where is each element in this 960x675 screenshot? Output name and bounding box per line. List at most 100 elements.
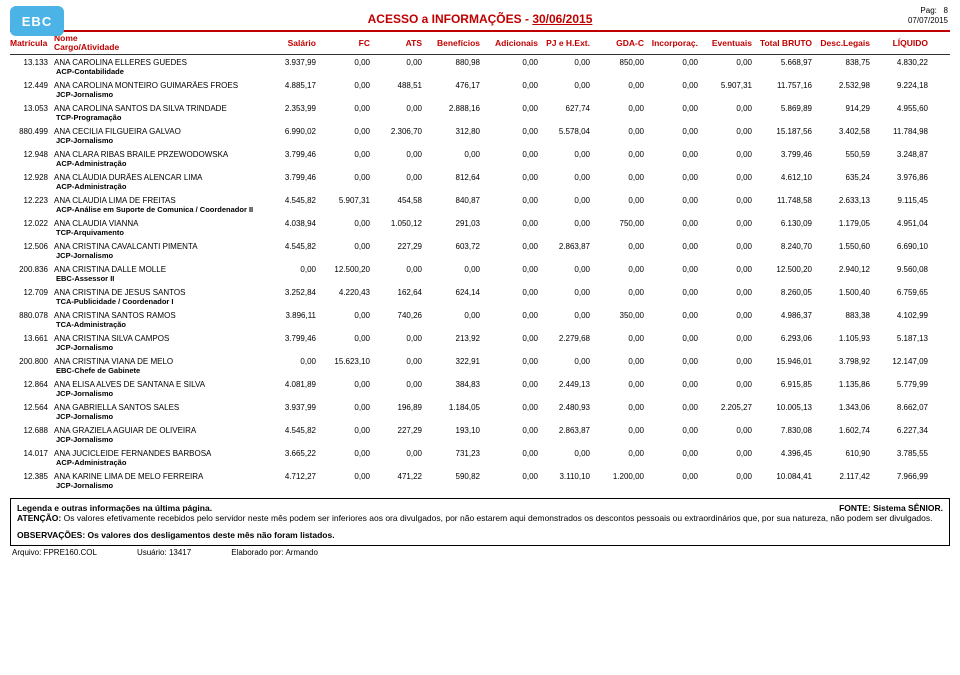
cell-value: 322,91 bbox=[424, 357, 480, 366]
footer-obs: OBSERVAÇÕES: Os valores dos desligamento… bbox=[17, 530, 943, 541]
cell-value: 2.117,42 bbox=[814, 472, 870, 481]
table-row: 12.948ANA CLARA RIBAS BRAILE PRZEWODOWSK… bbox=[10, 147, 950, 159]
cell-nome: ANA GRAZIELA AGUIAR DE OLIVEIRA bbox=[54, 426, 264, 435]
cell-matricula: 12.709 bbox=[10, 288, 52, 297]
cell-value: 0,00 bbox=[592, 265, 644, 274]
col-matricula: Matrícula bbox=[10, 38, 52, 48]
cell-value: 0,00 bbox=[700, 380, 752, 389]
table-row: 12.022ANA CLAUDIA VIANNA4.038,940,001.05… bbox=[10, 216, 950, 228]
cell-nome: ANA CLAUDIA VIANNA bbox=[54, 219, 264, 228]
table-row: 12.449ANA CAROLINA MONTEIRO GUIMARÃES FR… bbox=[10, 78, 950, 90]
cell-value: 0,00 bbox=[482, 265, 538, 274]
cell-value: 0,00 bbox=[372, 449, 422, 458]
cell-value: 2.306,70 bbox=[372, 127, 422, 136]
cell-value: 0,00 bbox=[266, 265, 316, 274]
cell-value: 291,03 bbox=[424, 219, 480, 228]
cell-value: 0,00 bbox=[318, 81, 370, 90]
footer-fonte: FONTE: Sistema SÊNIOR. bbox=[839, 503, 943, 514]
footer-atencao: ATENÇÃO: Os valores efetivamente recebid… bbox=[17, 513, 943, 524]
cell-value: 0,00 bbox=[482, 150, 538, 159]
cell-value: 0,00 bbox=[372, 150, 422, 159]
cell-value: 5.668,97 bbox=[754, 58, 812, 67]
table-row: 200.836ANA CRISTINA DALLE MOLLE0,0012.50… bbox=[10, 262, 950, 274]
cell-value: 0,00 bbox=[482, 219, 538, 228]
col-desclegais: Desc.Legais bbox=[814, 38, 870, 48]
cell-value: 2.449,13 bbox=[540, 380, 590, 389]
cell-value: 7.830,08 bbox=[754, 426, 812, 435]
cell-value: 471,22 bbox=[372, 472, 422, 481]
pag-num: 8 bbox=[944, 6, 948, 15]
cell-value: 5.187,13 bbox=[872, 334, 928, 343]
cell-matricula: 12.506 bbox=[10, 242, 52, 251]
footer-atencao-text: Os valores efetivamente recebidos pelo s… bbox=[61, 513, 932, 523]
col-adicionais: Adicionais bbox=[482, 38, 538, 48]
col-nome: Nome Cargo/Atividade bbox=[54, 34, 264, 52]
cell-value: 227,29 bbox=[372, 242, 422, 251]
cell-value: 0,00 bbox=[700, 242, 752, 251]
cell-value: 2.863,87 bbox=[540, 426, 590, 435]
cell-value: 731,23 bbox=[424, 449, 480, 458]
cell-value: 0,00 bbox=[646, 449, 698, 458]
col-liquido: LÍQUIDO bbox=[872, 38, 928, 48]
cell-nome: ANA CAROLINA MONTEIRO GUIMARÃES FROES bbox=[54, 81, 264, 90]
table-row: 880.078ANA CRISTINA SANTOS RAMOS3.896,11… bbox=[10, 308, 950, 320]
cell-value: 0,00 bbox=[592, 150, 644, 159]
cell-value: 812,64 bbox=[424, 173, 480, 182]
cell-value: 0,00 bbox=[318, 58, 370, 67]
cell-value: 0,00 bbox=[592, 380, 644, 389]
print-date: 07/07/2015 bbox=[908, 16, 948, 26]
cell-value: 0,00 bbox=[540, 58, 590, 67]
cell-value: 6.293,06 bbox=[754, 334, 812, 343]
cell-cargo: ACP-Análise em Suporte de Comunica / Coo… bbox=[10, 205, 950, 216]
cell-value: 4.885,17 bbox=[266, 81, 316, 90]
cell-value: 0,00 bbox=[646, 357, 698, 366]
cell-value: 0,00 bbox=[592, 334, 644, 343]
cell-value: 12.500,20 bbox=[318, 265, 370, 274]
cell-value: 0,00 bbox=[592, 357, 644, 366]
cell-value: 0,00 bbox=[592, 127, 644, 136]
cell-value: 454,58 bbox=[372, 196, 422, 205]
cell-value: 4.038,94 bbox=[266, 219, 316, 228]
cell-value: 0,00 bbox=[646, 150, 698, 159]
cell-value: 4.081,89 bbox=[266, 380, 316, 389]
footer-legend: Legenda e outras informações na última p… bbox=[17, 503, 212, 514]
cell-value: 12.500,20 bbox=[754, 265, 812, 274]
cell-value: 2.633,13 bbox=[814, 196, 870, 205]
cell-value: 0,00 bbox=[318, 472, 370, 481]
elab-label: Elaborado por: bbox=[231, 548, 285, 557]
cell-value: 488,51 bbox=[372, 81, 422, 90]
cell-matricula: 13.053 bbox=[10, 104, 52, 113]
cell-value: 0,00 bbox=[646, 380, 698, 389]
cell-value: 3.799,46 bbox=[266, 334, 316, 343]
cell-value: 4.830,22 bbox=[872, 58, 928, 67]
cell-matricula: 880.499 bbox=[10, 127, 52, 136]
cell-value: 0,00 bbox=[540, 357, 590, 366]
cell-cargo: ACP-Administração bbox=[10, 182, 950, 193]
cell-value: 0,00 bbox=[318, 403, 370, 412]
cell-value: 2.888,16 bbox=[424, 104, 480, 113]
cell-cargo: EBC-Chefe de Gabinete bbox=[10, 366, 950, 377]
cell-value: 880,98 bbox=[424, 58, 480, 67]
cell-value: 0,00 bbox=[482, 449, 538, 458]
cell-value: 4.986,37 bbox=[754, 311, 812, 320]
cell-value: 0,00 bbox=[540, 219, 590, 228]
cell-value: 0,00 bbox=[424, 265, 480, 274]
cell-value: 850,00 bbox=[592, 58, 644, 67]
cell-cargo: ACP-Administração bbox=[10, 159, 950, 170]
cell-value: 0,00 bbox=[318, 334, 370, 343]
cell-value: 1.500,40 bbox=[814, 288, 870, 297]
cell-value: 1.050,12 bbox=[372, 219, 422, 228]
cell-value: 7.966,99 bbox=[872, 472, 928, 481]
cell-value: 0,00 bbox=[646, 127, 698, 136]
table-row: 13.661ANA CRISTINA SILVA CAMPOS3.799,460… bbox=[10, 331, 950, 343]
cell-value: 0,00 bbox=[646, 288, 698, 297]
cell-value: 0,00 bbox=[372, 265, 422, 274]
cell-value: 162,64 bbox=[372, 288, 422, 297]
cell-value: 0,00 bbox=[700, 265, 752, 274]
cell-value: 0,00 bbox=[424, 311, 480, 320]
cell-value: 627,74 bbox=[540, 104, 590, 113]
cell-value: 5.907,31 bbox=[700, 81, 752, 90]
cell-value: 838,75 bbox=[814, 58, 870, 67]
cell-nome: ANA CRISTINA DALLE MOLLE bbox=[54, 265, 264, 274]
cell-nome: ANA CLÁUDIA DURÃES ALENCAR LIMA bbox=[54, 173, 264, 182]
